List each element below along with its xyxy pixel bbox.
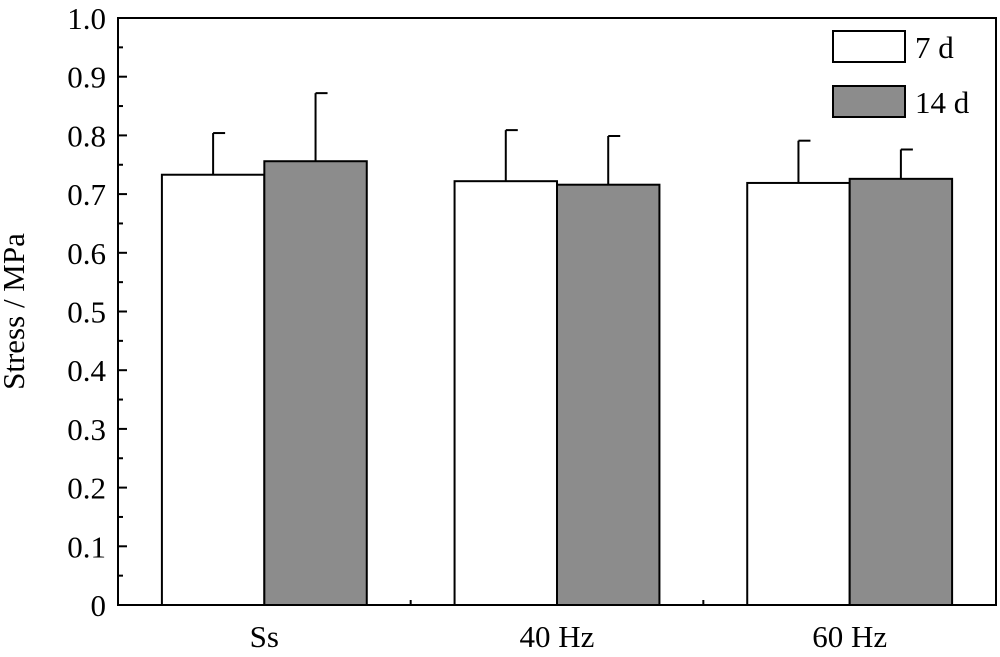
x-tick-label: Ss — [250, 619, 279, 654]
x-tick-label: 60 Hz — [812, 619, 887, 654]
y-tick-label: 0.6 — [67, 236, 106, 271]
y-tick-label: 1.0 — [67, 1, 106, 36]
legend-swatch — [832, 85, 906, 118]
legend: 7 d 14 d — [832, 30, 970, 120]
plot-frame — [117, 17, 997, 606]
y-tick-label: 0.1 — [67, 529, 106, 564]
bar — [848, 177, 954, 606]
bar — [556, 183, 661, 606]
tick-labels: 0 0.1 0.2 0.3 0.4 0.5 0.6 0.7 0.8 0.9 1.0 Ss 40 Hz 60… — [67, 1, 887, 654]
y-tick-label: 0.3 — [67, 412, 106, 447]
bar — [746, 181, 851, 607]
y-tick-label: 0 — [91, 588, 107, 623]
y-tick-label: 0.7 — [67, 177, 106, 212]
y-tick-label: 0.2 — [67, 471, 106, 506]
y-tick-label: 0.8 — [67, 118, 106, 153]
bar — [263, 160, 368, 606]
y-tick-label: 0.9 — [67, 60, 106, 95]
bar — [160, 173, 266, 606]
legend-label: 14 d — [915, 85, 970, 120]
y-axis-title: Stress / MPa — [0, 233, 31, 390]
y-tick-label: 0.5 — [67, 295, 106, 330]
legend-label: 7 d — [915, 30, 954, 65]
bar — [453, 180, 559, 606]
legend-swatch — [832, 30, 906, 63]
bars — [160, 92, 954, 607]
x-tick-label: 40 Hz — [520, 619, 595, 654]
y-tick-label: 0.4 — [67, 353, 106, 388]
